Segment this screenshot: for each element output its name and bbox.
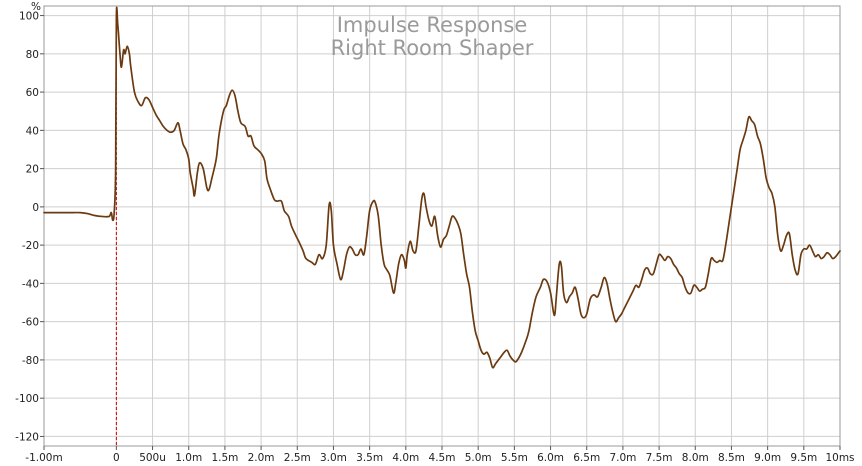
x-tick-label: 0 — [113, 452, 120, 464]
y-tick-label: 80 — [26, 49, 39, 61]
x-tick-label: 1.0m — [175, 452, 202, 464]
y-tick-label: 20 — [26, 164, 39, 176]
x-tick-label: 7.0m — [609, 452, 636, 464]
chart-subtitle: Right Room Shaper — [331, 36, 534, 60]
y-tick-label: -100 — [15, 393, 39, 405]
x-tick-label: -1.00m — [25, 452, 62, 464]
x-tick-label: 7.5m — [646, 452, 673, 464]
x-tick-label: 10ms — [825, 452, 854, 464]
x-tick-label: 3.0m — [320, 452, 347, 464]
y-tick-label: -20 — [22, 240, 39, 252]
y-tick-label: -40 — [22, 278, 39, 290]
x-tick-label: 3.5m — [356, 452, 383, 464]
x-tick-label: 5.0m — [465, 452, 492, 464]
y-tick-label: 60 — [26, 87, 39, 99]
x-tick-label: 6.5m — [573, 452, 600, 464]
x-tick-label: 9.5m — [790, 452, 817, 464]
x-tick-label: 1.5m — [211, 452, 238, 464]
x-axis-ticks: -1.00m 0 500u 1.0m 1.5m 2.0m 2.5m 3.0m 3.5m 4.0m 4… — [25, 446, 855, 464]
grid — [43, 6, 841, 446]
x-tick-label: 8.0m — [682, 452, 709, 464]
x-tick-label: 6.0m — [537, 452, 564, 464]
y-tick-label: -120 — [15, 431, 39, 443]
x-tick-label: 4.5m — [429, 452, 456, 464]
x-tick-label: 8.5m — [718, 452, 745, 464]
x-tick-label: 9.0m — [754, 452, 781, 464]
y-tick-label: -60 — [22, 317, 39, 329]
y-tick-label: 100 — [19, 11, 39, 23]
y-tick-label: 40 — [26, 125, 39, 137]
x-tick-label: 4.0m — [392, 452, 419, 464]
y-axis-ticks: 100 80 60 40 20 0 -20 -40 -60 -80 -100 -120 — [15, 11, 44, 443]
y-axis-unit-label: % — [31, 1, 41, 13]
y-tick-label: -80 — [22, 355, 39, 367]
x-tick-label: 5.5m — [501, 452, 528, 464]
x-tick-label: 500u — [139, 452, 166, 464]
x-tick-label: 2.5m — [284, 452, 311, 464]
y-tick-label: 0 — [32, 202, 39, 214]
series-line-impulse-response — [43, 6, 841, 369]
x-tick-label: 2.0m — [248, 452, 275, 464]
chart-title: Impulse Response — [337, 13, 528, 37]
